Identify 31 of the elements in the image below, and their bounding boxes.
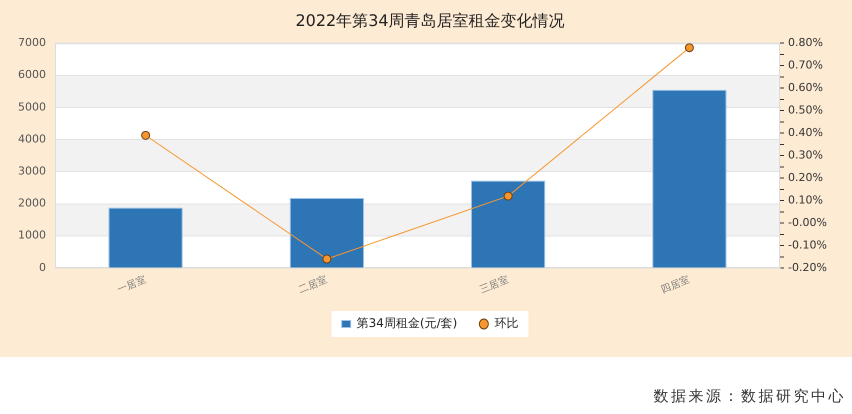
x-tick-label: 四居室 [659,274,692,296]
point [684,43,694,52]
y-tick-label: 6000 [18,68,46,82]
y-tick-label: 5000 [18,100,46,114]
y-tick-label: 0 [39,260,46,274]
y2-tick-label: 0.70% [788,58,823,72]
source-note: 数据来源：数据研究中心 [654,386,847,406]
chart-title: 2022年第34周青岛居室租金变化情况 [295,10,565,30]
point [322,254,332,264]
point [504,192,513,201]
y-tick-label: 1000 [18,228,46,242]
y2-tick-label: 0.60% [788,81,823,94]
x-tick-label: 一居室 [115,274,148,296]
y2-tick-label: -0.00% [788,216,827,229]
point [141,130,150,140]
y2-tick-label: 0.40% [788,126,823,139]
legend-label: 环比 [494,316,518,330]
x-tick-label: 二居室 [296,274,329,296]
y2-tick-label: 0.20% [788,170,823,184]
y2-tick-label: 0.10% [788,193,823,206]
y2-tick-label: 0.50% [788,104,823,116]
y-tick-label: 7000 [18,36,46,50]
y2-tick-label: 0.80% [788,36,823,50]
x-tick-label: 三居室 [478,274,510,296]
y2-tick-label: -0.20% [788,260,827,274]
y2-tick-label: -0.10% [788,238,827,252]
legend-label: 第34周租金(元/套) [356,316,458,330]
y2-tick-label: 0.30% [788,148,823,162]
y-tick-label: 2000 [18,196,46,210]
y-tick-label: 4000 [18,132,46,146]
y-tick-label: 3000 [18,164,46,178]
